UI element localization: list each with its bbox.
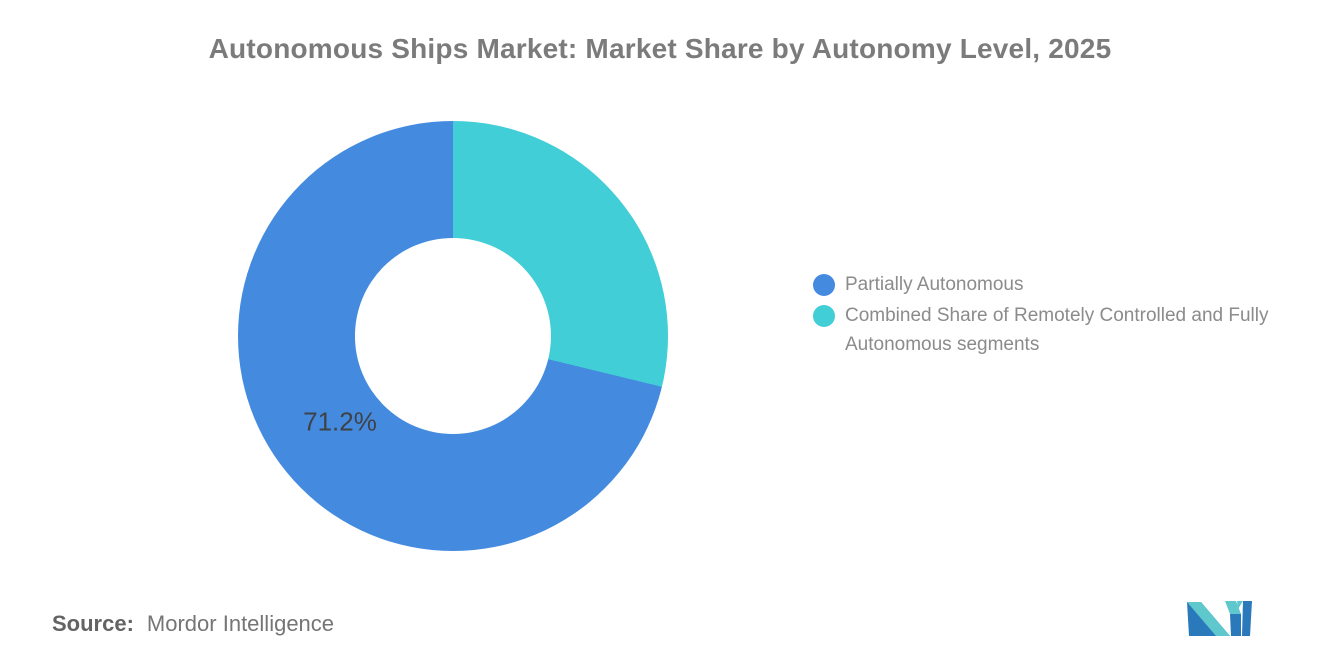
legend-swatch-blue-icon [813, 274, 835, 296]
donut-hole [354, 237, 552, 435]
chart-title: Autonomous Ships Market: Market Share by… [208, 33, 1112, 64]
source-line: Source: Mordor Intelligence [52, 611, 334, 637]
legend-swatch-teal-icon [813, 305, 835, 327]
legend: Partially Autonomous Combined Share of R… [813, 270, 1305, 361]
mordor-intelligence-logo [1187, 601, 1252, 636]
legend-label: Combined Share of Remotely Controlled an… [845, 305, 1269, 355]
source-name: Mordor Intelligence [146, 611, 335, 636]
slice-label-partially-autonomous: 71.2% [303, 406, 377, 437]
legend-label: Partially Autonomous [845, 274, 1024, 295]
legend-item-partially-autonomous: Partially Autonomous [813, 270, 1305, 299]
legend-item-combined-share: Combined Share of Remotely Controlled an… [813, 301, 1305, 359]
source-prefix: Source: [52, 611, 134, 636]
donut-chart: 71.2% [238, 121, 668, 551]
